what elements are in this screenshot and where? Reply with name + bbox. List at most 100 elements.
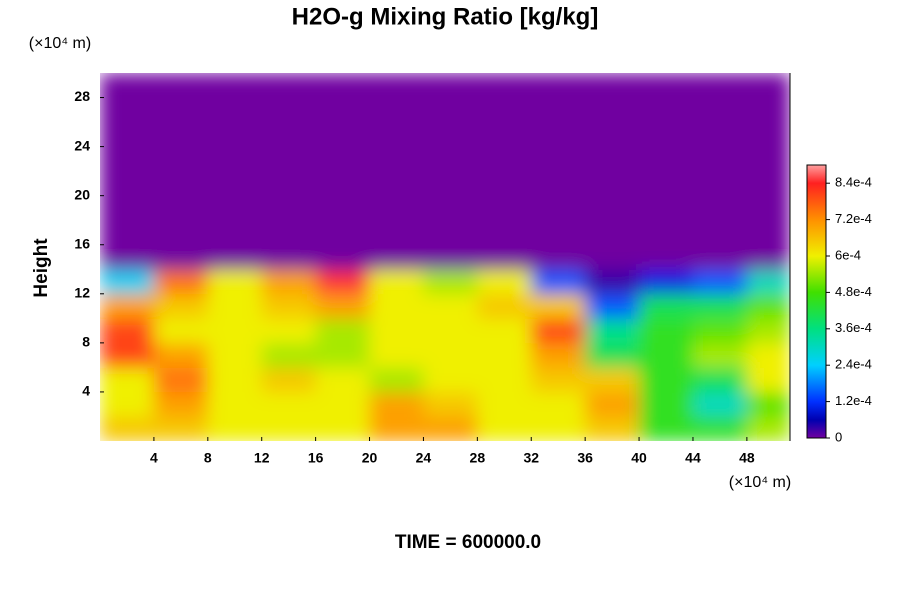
cell	[531, 391, 586, 417]
cell	[153, 73, 209, 270]
cell	[477, 342, 532, 368]
cell	[423, 367, 478, 393]
cell	[261, 367, 317, 393]
cell	[531, 73, 586, 270]
cell	[585, 342, 640, 368]
cell	[423, 269, 478, 295]
cell	[153, 416, 209, 441]
cell	[692, 342, 748, 368]
cell	[423, 293, 478, 319]
cell	[315, 318, 371, 344]
cell	[746, 391, 790, 417]
cell	[315, 367, 371, 393]
cell	[207, 391, 263, 417]
cell	[153, 269, 209, 295]
x-unit: (×10⁴ m)	[729, 474, 791, 491]
cell	[100, 293, 155, 319]
y-unit: (×10⁴ m)	[29, 35, 91, 52]
x-tick-label: 20	[362, 450, 378, 466]
x-tick-label: 16	[308, 450, 324, 466]
cell	[207, 342, 263, 368]
cell	[100, 416, 155, 441]
cell	[639, 367, 694, 393]
cell	[477, 293, 532, 319]
field	[100, 73, 790, 441]
cell	[261, 391, 317, 417]
cell	[746, 367, 790, 393]
cell	[531, 416, 586, 441]
cell	[423, 73, 478, 270]
colorbar-tick-label: 1.2e-4	[835, 393, 872, 408]
cell	[207, 73, 263, 270]
x-tick-label: 48	[739, 450, 755, 466]
colorbar-tick-label: 3.6e-4	[835, 320, 872, 335]
colorbar-tick-label: 7.2e-4	[835, 211, 872, 226]
y-tick-label: 24	[74, 137, 90, 153]
y-tick-label: 16	[74, 235, 90, 251]
y-axis-label: Height	[31, 238, 52, 298]
cell	[207, 269, 263, 295]
cell	[315, 342, 371, 368]
cell	[369, 73, 424, 270]
cell	[153, 342, 209, 368]
cell	[531, 342, 586, 368]
cell	[100, 73, 155, 270]
x-tick-label: 28	[470, 450, 486, 466]
y-tick-label: 8	[82, 334, 90, 350]
x-tick-label: 4	[150, 450, 158, 466]
cell	[207, 318, 263, 344]
cell	[746, 73, 790, 270]
cell	[585, 73, 640, 270]
cell	[369, 416, 424, 441]
colorbar-tick-label: 8.4e-4	[835, 175, 872, 190]
cell	[692, 293, 748, 319]
cell	[477, 269, 532, 295]
cell	[153, 293, 209, 319]
cell	[477, 318, 532, 344]
colorbar-tick-label: 0	[835, 429, 842, 444]
y-tick-label: 20	[74, 186, 90, 202]
cell	[153, 367, 209, 393]
cell	[153, 318, 209, 344]
colorbar-tick-label: 4.8e-4	[835, 284, 872, 299]
cell	[261, 293, 317, 319]
cell	[746, 269, 790, 295]
y-tick-label: 12	[74, 285, 90, 301]
cell	[100, 318, 155, 344]
cell	[423, 391, 478, 417]
cell	[531, 269, 586, 295]
cell	[423, 416, 478, 441]
cell	[639, 318, 694, 344]
cell	[692, 269, 748, 295]
cell	[639, 293, 694, 319]
cell	[261, 73, 317, 270]
y-tick-label: 4	[82, 383, 90, 399]
x-tick-label: 40	[631, 450, 647, 466]
cell	[315, 416, 371, 441]
cell	[100, 269, 155, 295]
colorbar-tick-label: 2.4e-4	[835, 357, 872, 372]
cell	[639, 416, 694, 441]
time-annotation: TIME = 600000.0	[395, 532, 541, 553]
cell	[585, 293, 640, 319]
cell	[315, 391, 371, 417]
cell	[746, 342, 790, 368]
cell	[746, 293, 790, 319]
x-tick-label: 44	[685, 450, 701, 466]
cell	[639, 269, 694, 295]
cell	[369, 367, 424, 393]
cell	[477, 367, 532, 393]
cell	[369, 391, 424, 417]
cell	[207, 416, 263, 441]
cell	[369, 293, 424, 319]
cell	[100, 391, 155, 417]
cell	[746, 416, 790, 441]
cell	[261, 318, 317, 344]
cell	[207, 293, 263, 319]
cell	[100, 367, 155, 393]
cell	[639, 391, 694, 417]
cell	[423, 318, 478, 344]
cell	[207, 367, 263, 393]
colorbar-tick-label: 6e-4	[835, 247, 861, 262]
cell	[585, 318, 640, 344]
